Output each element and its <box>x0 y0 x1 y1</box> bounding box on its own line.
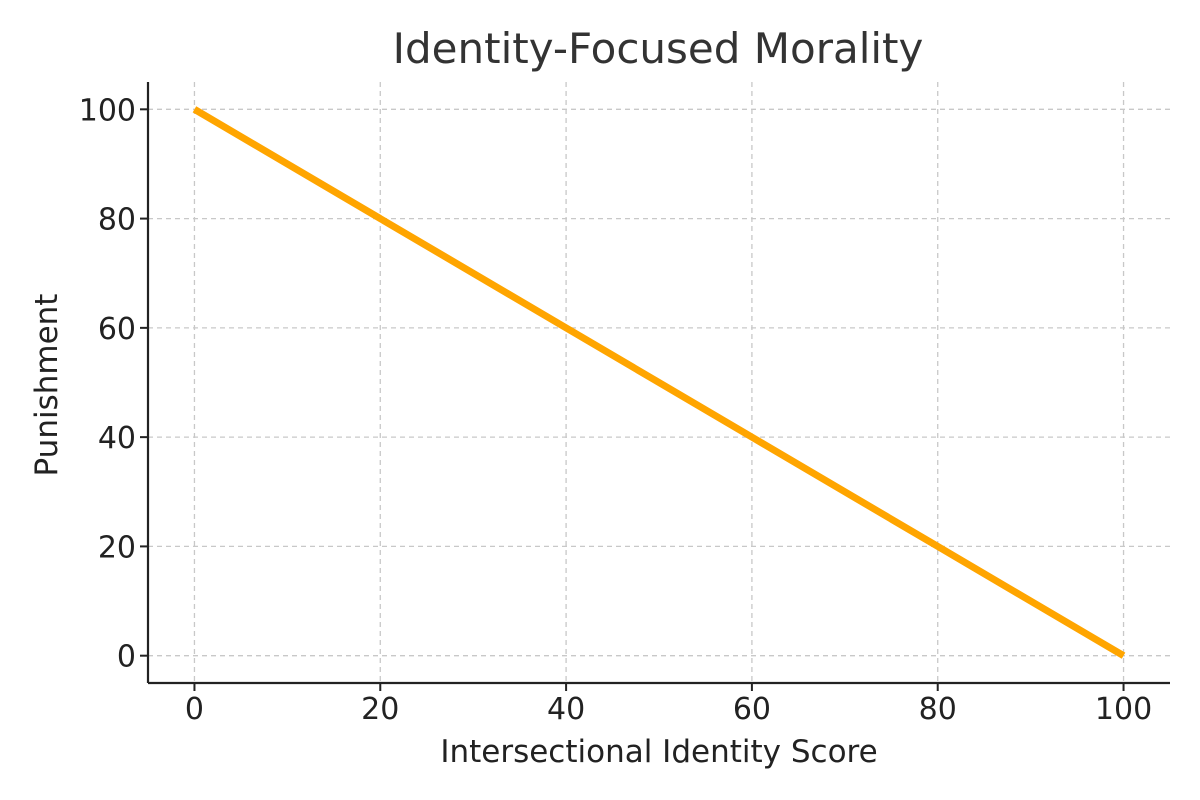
x-tick-label-100: 100 <box>1095 692 1152 727</box>
y-tick-label-20: 20 <box>98 530 136 565</box>
y-tick-label-100: 100 <box>79 93 136 128</box>
y-tick-label-0: 0 <box>117 640 136 675</box>
y-tick-label-60: 60 <box>98 312 136 347</box>
series-line-0 <box>192 106 1126 659</box>
x-tick-label-60: 60 <box>733 692 771 727</box>
y-tick-label-80: 80 <box>98 203 136 238</box>
axes: 0 20 40 60 80 100 0 20 40 60 80 100 <box>79 82 1170 727</box>
grid <box>148 82 1170 683</box>
x-tick-label-0: 0 <box>185 692 204 727</box>
x-tick-label-40: 40 <box>547 692 585 727</box>
x-tick-label-20: 20 <box>361 692 399 727</box>
x-tick-label-80: 80 <box>919 692 957 727</box>
chart-title: Identity-Focused Morality <box>393 24 924 73</box>
series-layer <box>192 106 1126 659</box>
y-axis-label: Punishment <box>29 294 65 477</box>
x-axis-label: Intersectional Identity Score <box>440 734 877 770</box>
y-tick-label-40: 40 <box>98 421 136 456</box>
